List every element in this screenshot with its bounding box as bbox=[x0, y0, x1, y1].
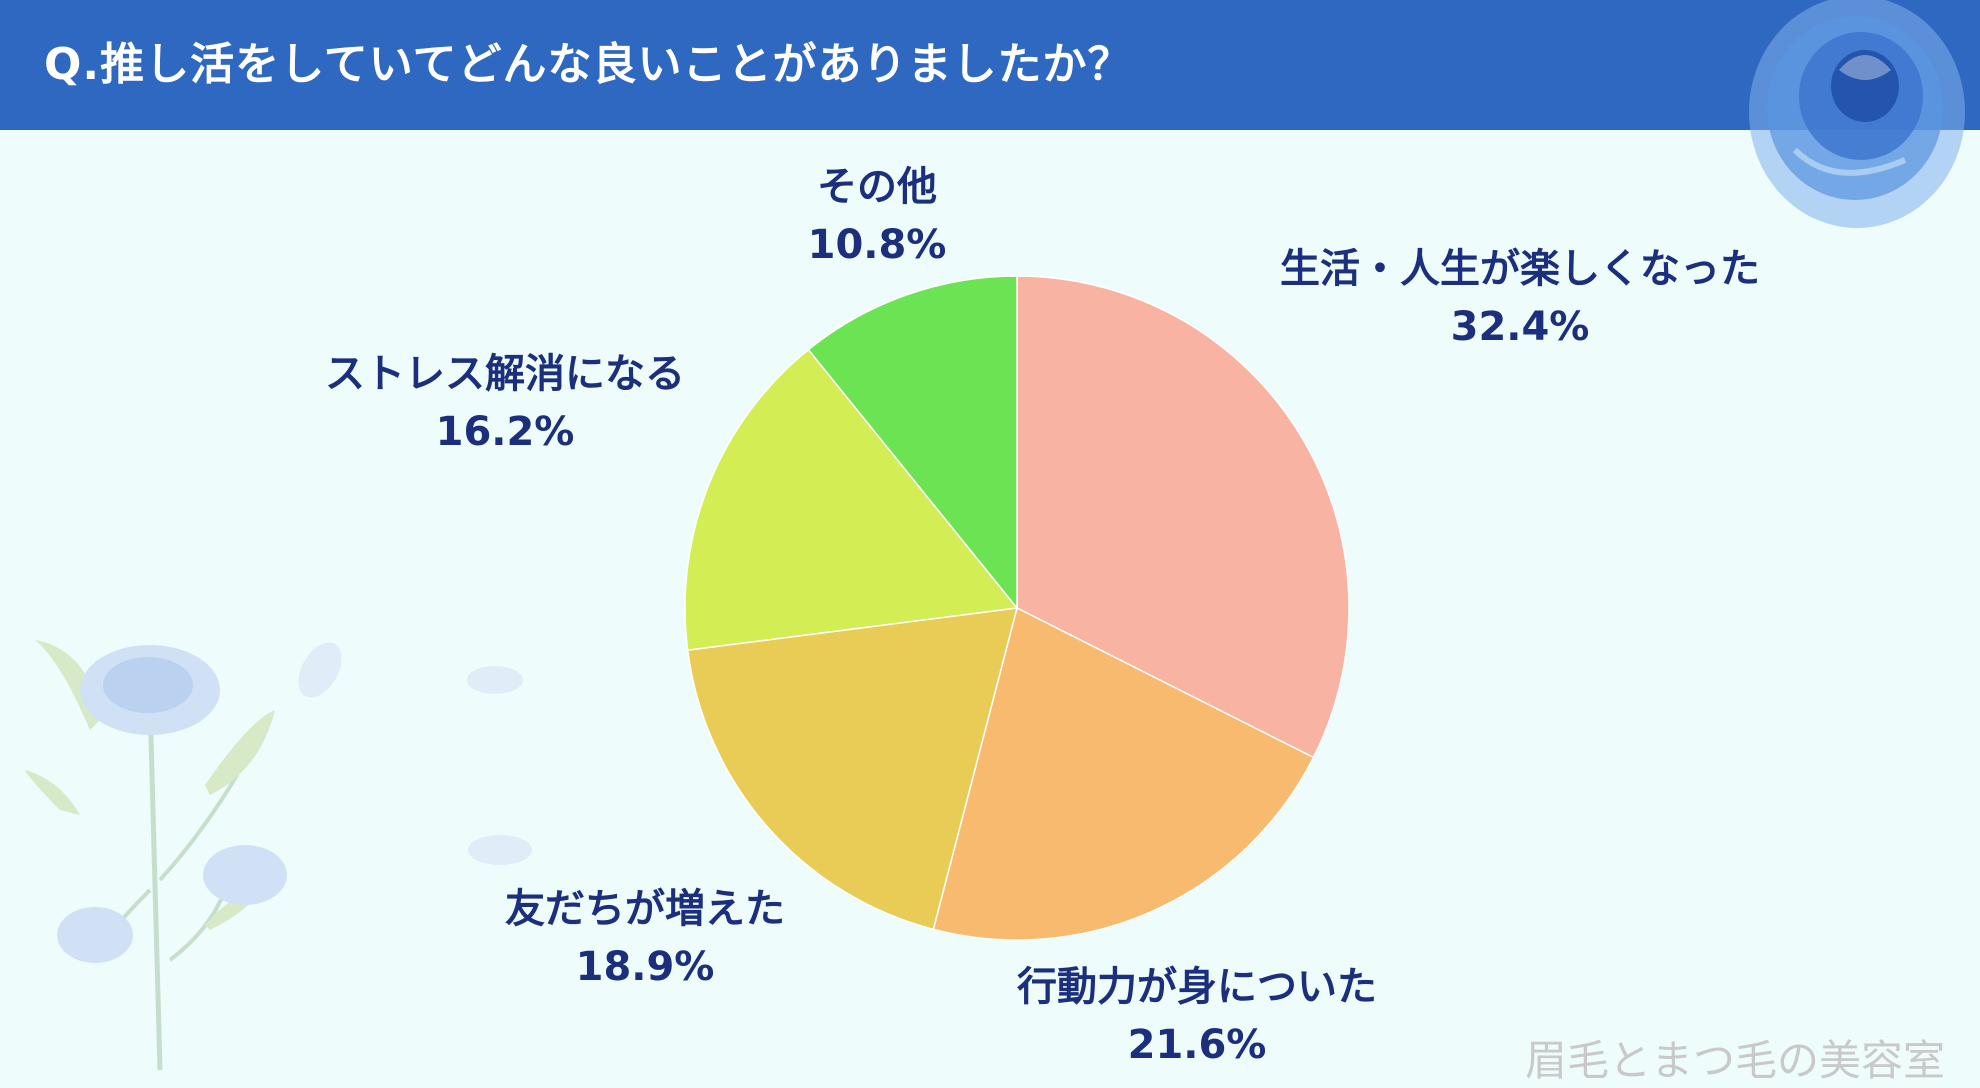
pie-slice bbox=[932, 606, 1315, 941]
slice-label-name: 生活・人生が楽しくなった bbox=[1280, 246, 1760, 292]
slice-label-percent: 10.8% bbox=[807, 222, 947, 268]
slice-label: その他 10.8% bbox=[808, 158, 947, 274]
page-title: Q.推し活をしていてどんな良いことがありましたか？ bbox=[44, 39, 1133, 90]
pie-slices bbox=[684, 275, 1350, 941]
slice-label-percent: 16.2% bbox=[435, 409, 575, 455]
slice-label-name: 行動力が身についた bbox=[1017, 964, 1377, 1010]
pie-slice bbox=[684, 348, 1019, 652]
pie-slice bbox=[1016, 275, 1350, 759]
watermark: 眉毛とまつ毛の美容室 bbox=[1525, 1036, 1946, 1085]
pie-slice bbox=[807, 275, 1018, 611]
slice-label: 生活・人生が楽しくなった 32.4% bbox=[1280, 240, 1760, 356]
slice-label: 友だちが増えた 18.9% bbox=[505, 880, 785, 996]
slice-label-percent: 21.6% bbox=[1127, 1022, 1267, 1068]
slice-label: ストレス解消になる 16.2% bbox=[325, 345, 685, 461]
pie-slice bbox=[686, 607, 1019, 931]
rose-decoration bbox=[1749, 0, 1965, 228]
flower-decoration bbox=[25, 640, 532, 1071]
slice-label-name: その他 bbox=[817, 164, 937, 210]
header-bar: Q.推し活をしていてどんな良いことがありましたか？ bbox=[0, 0, 1980, 130]
slice-label-name: ストレス解消になる bbox=[325, 351, 685, 397]
slice-label: 行動力が身についた 21.6% bbox=[1017, 958, 1377, 1074]
slice-label-name: 友だちが増えた bbox=[505, 886, 785, 932]
slice-label-percent: 32.4% bbox=[1450, 304, 1590, 350]
slice-label-percent: 18.9% bbox=[575, 944, 715, 990]
